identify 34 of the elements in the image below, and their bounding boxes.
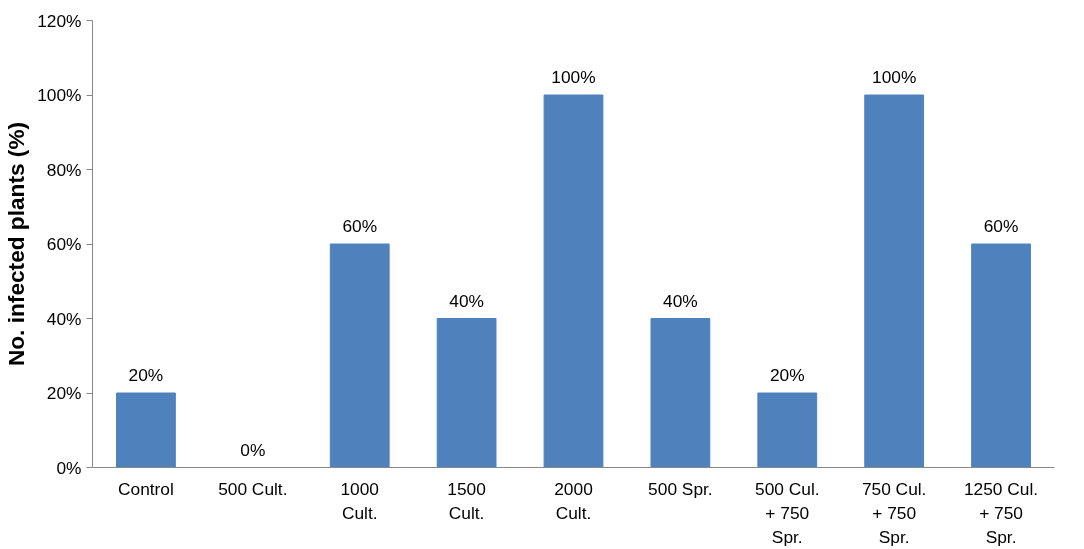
data-label: 60% <box>342 216 378 236</box>
x-tick-label: 2000 Cult. <box>554 478 593 523</box>
bar <box>757 392 818 468</box>
y-tick-label: 40% <box>46 308 82 329</box>
y-tick-label: 120% <box>37 10 82 31</box>
y-tick-label: 80% <box>46 159 82 180</box>
y-axis-title: No. infected plants (%) <box>3 121 30 367</box>
x-tick-label: 1250 Cul. + 750 Spr. <box>963 478 1039 547</box>
x-tick-label: 500 Cult. <box>218 478 288 499</box>
data-label: 40% <box>449 290 484 311</box>
bar <box>436 318 497 468</box>
data-label: 100% <box>551 67 596 87</box>
bar <box>116 392 176 468</box>
bar <box>329 243 390 468</box>
data-label: 100% <box>872 67 917 87</box>
data-label: 40% <box>663 290 698 311</box>
y-tick-label: 0% <box>56 457 82 478</box>
y-tick-label: 60% <box>46 234 82 254</box>
bar <box>864 94 925 468</box>
bar <box>650 318 711 468</box>
y-tick-label: 100% <box>37 85 82 105</box>
x-tick-label: 500 Spr. <box>648 478 713 499</box>
bar <box>971 243 1031 468</box>
bar <box>543 94 604 468</box>
x-tick-label: Control <box>118 478 174 499</box>
x-tick-label: 1000 Cult. <box>340 478 380 523</box>
data-label: 60% <box>983 216 1019 236</box>
data-label: 20% <box>128 365 164 385</box>
data-label: 20% <box>769 365 805 385</box>
y-tick-label: 20% <box>46 383 82 403</box>
x-tick-label: 1500 Cult. <box>447 478 486 523</box>
x-tick-label: 750 Cul. + 750 Spr. <box>861 478 927 547</box>
data-label: 0% <box>240 439 266 460</box>
x-tick-label: 500 Cul. + 750 Spr. <box>755 478 820 547</box>
